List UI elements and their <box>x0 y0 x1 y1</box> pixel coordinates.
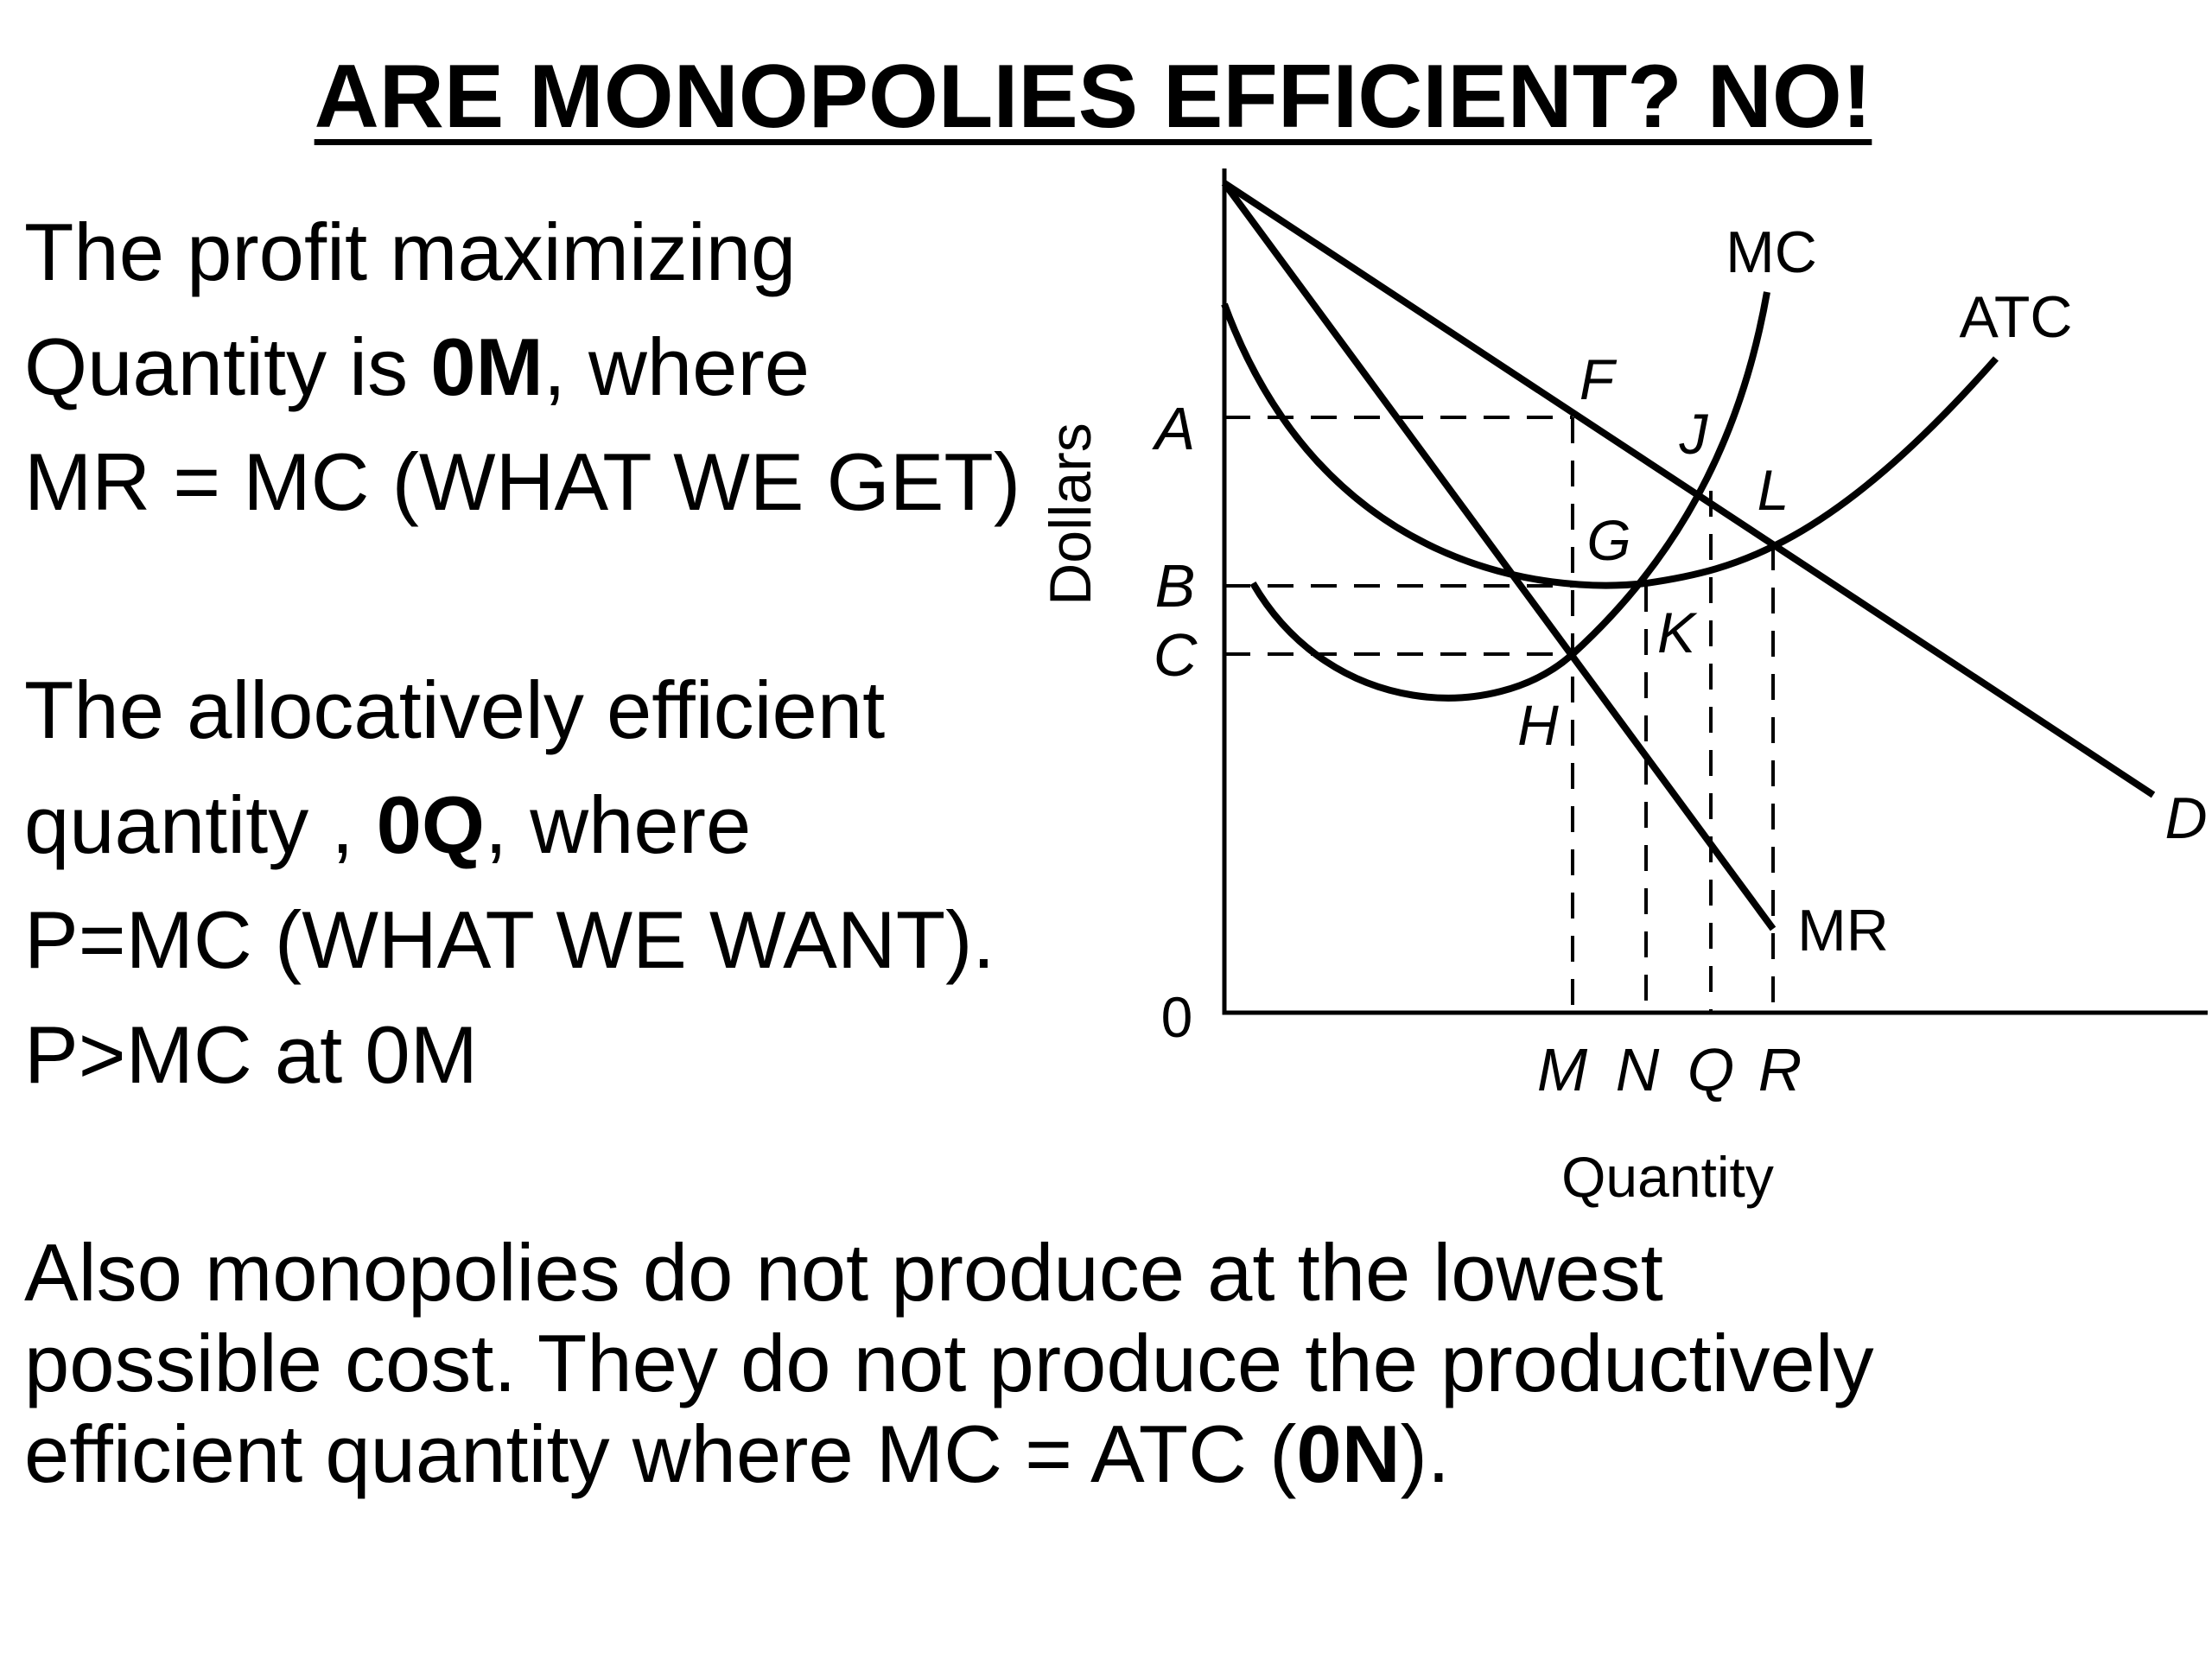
p1-line-2-text: Quantity is <box>24 321 431 412</box>
price-label-a: A <box>1152 395 1196 462</box>
mr-label: MR <box>1797 898 1889 963</box>
point-label-f: F <box>1580 347 1618 411</box>
p2-line-3: P=MC (WHAT WE WANT). <box>24 894 995 985</box>
price-label-c: C <box>1154 621 1198 689</box>
point-label-h: H <box>1517 693 1559 757</box>
p1-line-3: MR = MC (WHAT WE GET) <box>24 436 1021 527</box>
y-axis-label: Dollars <box>1038 423 1103 606</box>
p2-line-2: quantity , 0Q, where <box>24 767 995 882</box>
p3-line-3-text: efficient quantity where MC = ATC ( <box>24 1408 1297 1499</box>
productive-paragraph: Also monopolies do not produce at the lo… <box>24 1227 1874 1499</box>
demand-label: D <box>2164 785 2207 851</box>
quantity-label-m: M <box>1537 1036 1588 1103</box>
p3-line-3: efficient quantity where MC = ATC (0N). <box>24 1408 1874 1499</box>
p3-quantity-0n: 0N <box>1296 1408 1401 1499</box>
p2-quantity-0q: 0Q <box>376 779 485 870</box>
point-label-l: L <box>1758 458 1789 522</box>
p2-line-2-text: quantity , <box>24 779 377 870</box>
p2-line-2-tail: , where <box>484 779 752 870</box>
mr-curve <box>1221 181 1777 931</box>
p3-line-3-tail: ). <box>1400 1408 1451 1499</box>
quantity-label-q: Q <box>1688 1036 1734 1103</box>
quantity-label-n: N <box>1616 1036 1660 1103</box>
p1-line-2-tail: , where <box>543 321 810 412</box>
atc-label: ATC <box>1960 284 2073 350</box>
p1-line-2: Quantity is 0M, where <box>24 309 1020 424</box>
point-label-g: G <box>1586 508 1630 572</box>
origin-label: 0 <box>1161 985 1193 1049</box>
price-label-b: B <box>1155 552 1196 620</box>
allocative-paragraph: The allocatively efficient quantity , 0Q… <box>24 652 995 1112</box>
p2-line-1: The allocatively efficient <box>24 664 886 755</box>
point-label-j: J <box>1679 402 1709 466</box>
demand-curve <box>1222 180 2156 798</box>
point-label-k: K <box>1657 601 1698 664</box>
axes <box>1222 168 2208 1015</box>
mc-curve <box>1249 291 1770 702</box>
p2-line-4: P>MC at 0M <box>24 1009 478 1100</box>
mc-label: MC <box>1726 219 1817 285</box>
x-axis-label: Quantity <box>1561 1145 1774 1209</box>
p3-line-1: Also monopolies do not produce at the lo… <box>24 1227 1663 1318</box>
page-title: ARE MONOPOLIES EFFICIENT? NO! <box>314 47 1872 147</box>
profit-max-paragraph: The profit maximizing Quantity is 0M, wh… <box>24 194 1020 539</box>
p3-line-2: possible cost. They do not produce the p… <box>24 1318 1874 1408</box>
p1-quantity-0m: 0M <box>430 321 543 412</box>
p1-line-1: The profit maximizing <box>24 207 797 297</box>
quantity-label-r: R <box>1758 1036 1802 1103</box>
